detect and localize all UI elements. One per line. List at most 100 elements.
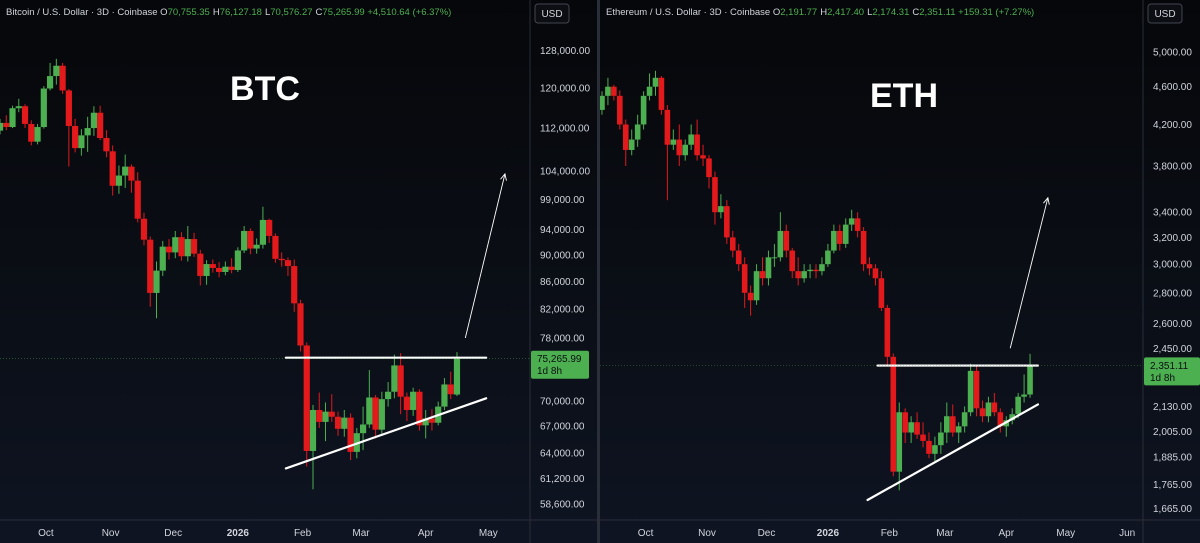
candle[interactable]: [403, 392, 410, 422]
candle[interactable]: [410, 387, 417, 416]
eth-chart[interactable]: Ethereum / U.S. Dollar · 3D · Coinbase O…: [600, 0, 1200, 543]
candle[interactable]: [771, 243, 778, 267]
candle[interactable]: [813, 264, 819, 279]
candle[interactable]: [385, 382, 392, 407]
candle[interactable]: [241, 226, 248, 254]
candle[interactable]: [397, 353, 404, 415]
candle[interactable]: [712, 171, 718, 225]
candle[interactable]: [0, 118, 4, 135]
candle[interactable]: [819, 257, 825, 276]
candle[interactable]: [72, 118, 79, 153]
candle[interactable]: [991, 392, 998, 417]
panel-divider[interactable]: [597, 0, 600, 543]
candle[interactable]: [140, 212, 148, 246]
candle[interactable]: [103, 130, 110, 158]
candle[interactable]: [872, 264, 879, 286]
candle[interactable]: [78, 129, 85, 156]
candle[interactable]: [453, 352, 461, 397]
candle[interactable]: [284, 257, 292, 276]
candle[interactable]: [949, 404, 956, 437]
candle[interactable]: [65, 88, 72, 167]
candle[interactable]: [979, 400, 986, 423]
candle[interactable]: [860, 227, 867, 272]
candle[interactable]: [735, 243, 742, 272]
candle[interactable]: [316, 392, 323, 428]
candle[interactable]: [134, 172, 141, 223]
candle[interactable]: [777, 212, 784, 262]
candle[interactable]: [309, 404, 317, 490]
candle[interactable]: [341, 409, 348, 437]
candle[interactable]: [184, 226, 191, 262]
candle[interactable]: [222, 261, 229, 276]
candle[interactable]: [259, 206, 267, 249]
candle[interactable]: [718, 194, 724, 219]
candle[interactable]: [297, 299, 304, 352]
candle[interactable]: [985, 396, 992, 423]
candle[interactable]: [700, 144, 706, 167]
candle[interactable]: [40, 86, 47, 129]
candle[interactable]: [938, 422, 944, 454]
candle[interactable]: [640, 91, 647, 130]
candle[interactable]: [836, 224, 843, 251]
candle[interactable]: [759, 257, 766, 286]
candle[interactable]: [115, 165, 123, 194]
candle[interactable]: [122, 154, 129, 189]
support-line[interactable]: [284, 397, 488, 470]
candle[interactable]: [172, 230, 179, 259]
candle[interactable]: [1003, 416, 1010, 437]
candle[interactable]: [801, 264, 807, 283]
eth-chart-panel[interactable]: Ethereum / U.S. Dollar · 3D · Coinbase O…: [600, 0, 1200, 543]
candle[interactable]: [622, 119, 629, 167]
candle[interactable]: [926, 432, 932, 459]
btc-chart[interactable]: Bitcoin / U.S. Dollar · 3D · Coinbase O7…: [0, 0, 597, 543]
candle[interactable]: [664, 105, 671, 201]
candle[interactable]: [884, 304, 891, 366]
candle[interactable]: [247, 228, 254, 255]
candle[interactable]: [303, 342, 310, 467]
candle[interactable]: [428, 409, 436, 431]
candle[interactable]: [147, 236, 154, 307]
candle[interactable]: [447, 371, 454, 400]
candle[interactable]: [190, 232, 198, 257]
candle[interactable]: [914, 412, 920, 439]
candle[interactable]: [807, 264, 813, 279]
candle[interactable]: [1027, 353, 1033, 398]
candle[interactable]: [90, 106, 97, 136]
candle[interactable]: [908, 416, 914, 444]
candle[interactable]: [159, 240, 166, 276]
candle[interactable]: [842, 218, 849, 248]
candle[interactable]: [391, 354, 398, 399]
candle[interactable]: [765, 250, 772, 286]
candle[interactable]: [228, 258, 235, 274]
candle[interactable]: [961, 406, 968, 433]
candle[interactable]: [646, 73, 653, 101]
candle[interactable]: [59, 62, 66, 94]
candle[interactable]: [178, 232, 185, 261]
candle[interactable]: [658, 76, 665, 115]
candle[interactable]: [890, 353, 897, 477]
candle[interactable]: [322, 402, 329, 442]
candle[interactable]: [197, 249, 204, 286]
candle[interactable]: [753, 264, 760, 305]
candle[interactable]: [652, 70, 659, 96]
candle[interactable]: [266, 218, 273, 243]
candle[interactable]: [215, 262, 223, 278]
projection-arrow-line[interactable]: [1009, 197, 1049, 349]
candle[interactable]: [605, 77, 611, 106]
candle[interactable]: [920, 422, 926, 448]
candle[interactable]: [234, 247, 241, 272]
candle[interactable]: [209, 259, 216, 273]
candle[interactable]: [955, 422, 962, 444]
candle[interactable]: [724, 200, 730, 244]
candle[interactable]: [831, 224, 837, 254]
candle[interactable]: [97, 105, 104, 141]
candle[interactable]: [3, 115, 10, 131]
candle[interactable]: [747, 285, 754, 316]
candle[interactable]: [366, 370, 373, 428]
candle[interactable]: [441, 378, 448, 410]
candle[interactable]: [617, 90, 623, 130]
currency-unit-button[interactable]: USD: [1147, 3, 1183, 24]
candle[interactable]: [682, 139, 689, 161]
candle[interactable]: [878, 271, 885, 312]
